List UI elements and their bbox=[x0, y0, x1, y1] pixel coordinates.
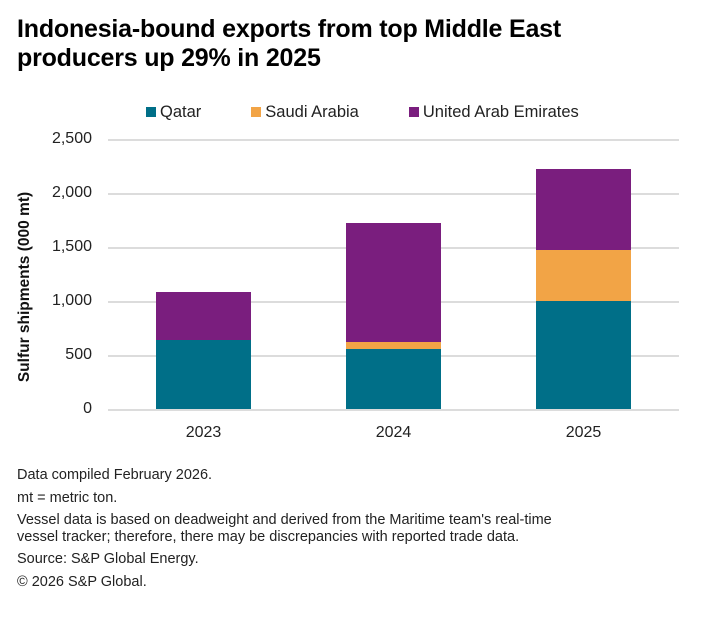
x-tick-2025: 2025 bbox=[565, 424, 602, 441]
x-tick-2024: 2024 bbox=[375, 424, 412, 441]
chart-legend: Qatar Saudi Arabia United Arab Emirates bbox=[146, 102, 579, 122]
legend-swatch-qatar-icon bbox=[146, 107, 156, 117]
y-tick-500: 500 bbox=[65, 346, 92, 363]
chart-notes: Data compiled February 2026. mt = metric… bbox=[17, 466, 552, 596]
y-tick-1000: 1,000 bbox=[51, 292, 92, 309]
note-copyright: © 2026 S&P Global. bbox=[17, 574, 147, 590]
y-tick-0: 0 bbox=[83, 400, 92, 417]
note-vessel: Vessel data is based on deadweight and d… bbox=[17, 512, 552, 546]
note-vessel-line-1: Vessel data is based on deadweight and d… bbox=[17, 512, 552, 528]
bar-segment-united-arab-emirates-2025 bbox=[536, 169, 631, 251]
x-tick-2023: 2023 bbox=[185, 424, 222, 441]
legend-item-uae: United Arab Emirates bbox=[408, 102, 579, 122]
note-source: Source: S&P Global Energy. bbox=[17, 551, 199, 567]
plot-area: Sulfur shipments (000 mt) 2,500 2,000 1,… bbox=[16, 130, 679, 441]
bar-segment-saudi-arabia-2024 bbox=[346, 342, 441, 349]
chart-title: Indonesia-bound exports from top Middle … bbox=[17, 15, 697, 73]
bar-segment-united-arab-emirates-2023 bbox=[156, 291, 251, 340]
y-tick-2500: 2,500 bbox=[51, 130, 92, 147]
gridline-2500 bbox=[108, 139, 679, 141]
bar-segment-qatar-2023 bbox=[156, 339, 251, 409]
note-unit: mt = metric ton. bbox=[17, 490, 118, 506]
legend-label-saudi-arabia: Saudi Arabia bbox=[265, 102, 359, 121]
bar-segment-united-arab-emirates-2024 bbox=[346, 222, 441, 343]
legend-item-saudi-arabia: Saudi Arabia bbox=[251, 103, 359, 122]
bar-segment-qatar-2025 bbox=[536, 300, 631, 409]
title-line-2: producers up 29% in 2025 bbox=[17, 44, 321, 72]
bar-2025 bbox=[536, 169, 631, 409]
gridline-2000 bbox=[108, 193, 679, 195]
legend-item-qatar: Qatar bbox=[146, 103, 201, 122]
legend-label-qatar: Qatar bbox=[160, 102, 202, 121]
y-tick-1500: 1,500 bbox=[51, 238, 92, 255]
title-line-1: Indonesia-bound exports from top Middle … bbox=[17, 15, 561, 43]
legend-swatch-uae-icon bbox=[408, 107, 419, 117]
note-compiled: Data compiled February 2026. bbox=[17, 467, 213, 483]
gridline-0 bbox=[108, 409, 679, 411]
bar-segment-qatar-2024 bbox=[346, 348, 441, 409]
legend-label-uae: United Arab Emirates bbox=[422, 102, 579, 121]
bar-segment-saudi-arabia-2025 bbox=[536, 250, 631, 301]
legend-swatch-saudi-arabia-icon bbox=[251, 107, 262, 117]
bar-2024 bbox=[346, 222, 441, 409]
y-tick-2000: 2,000 bbox=[51, 184, 92, 201]
bar-2023 bbox=[156, 291, 251, 409]
note-vessel-line-2: vessel tracker; therefore, there may be … bbox=[17, 529, 520, 545]
